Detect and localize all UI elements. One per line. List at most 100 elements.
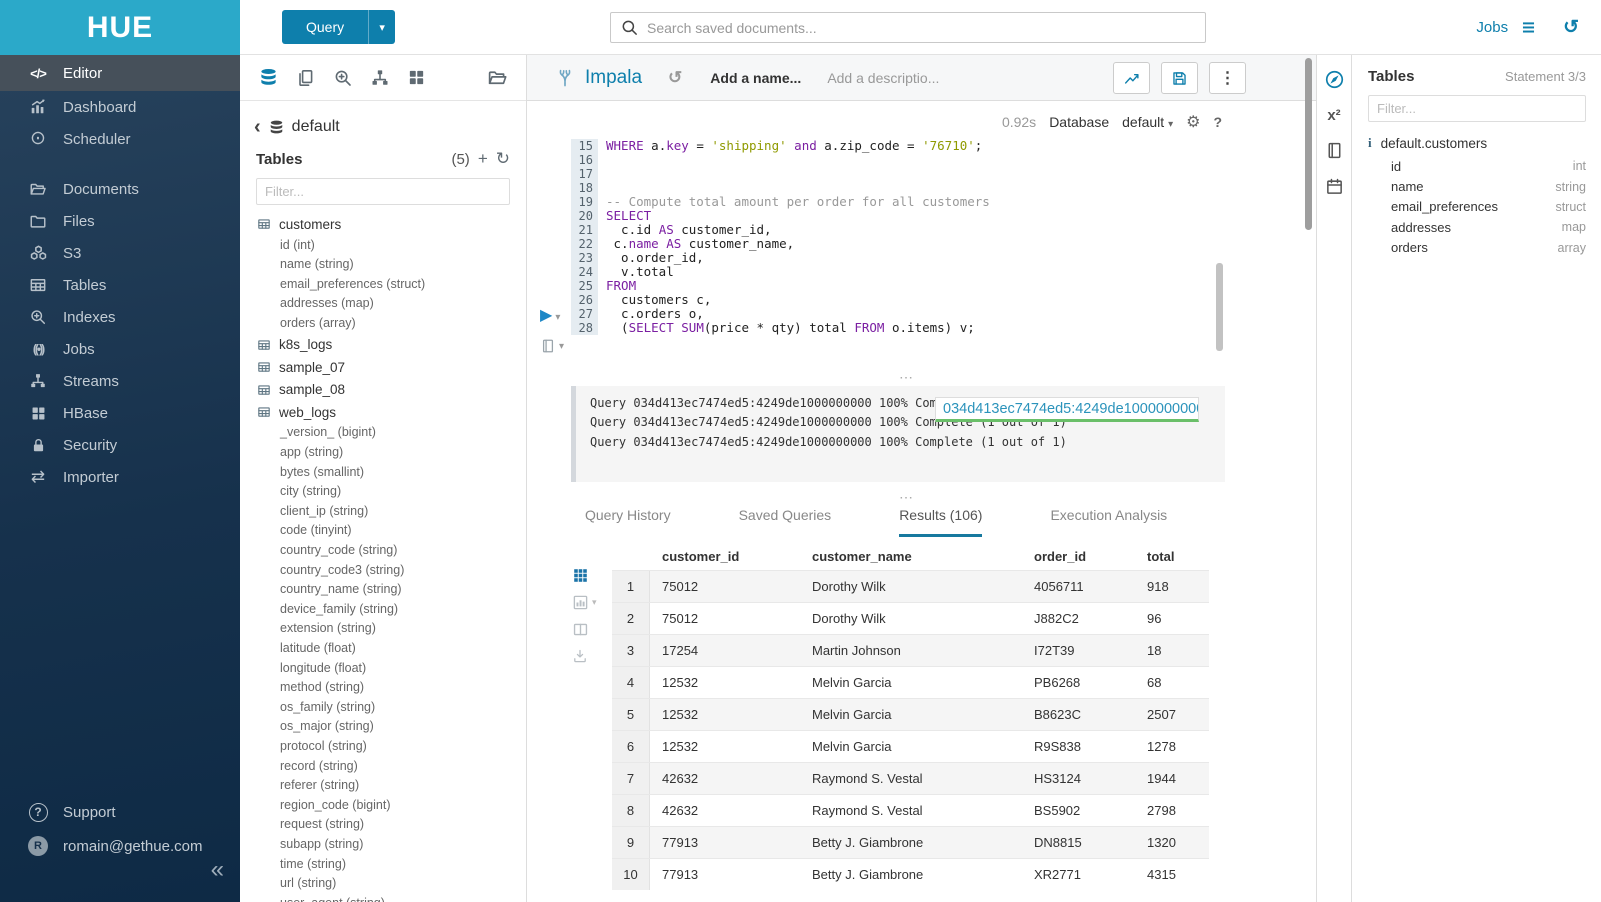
code-line[interactable]: 23 o.order_id, xyxy=(571,251,990,265)
tree-column[interactable]: name (string) xyxy=(280,257,354,272)
database-name[interactable]: default xyxy=(291,118,340,135)
table-row[interactable]: 9 77913 Betty J. Giambrone DN8815 1320 xyxy=(612,826,1209,858)
tree-table-k8s-logs[interactable]: k8s_logs xyxy=(240,333,526,356)
tree-column[interactable]: os_major (string) xyxy=(280,719,374,734)
table-row[interactable]: 7 42632 Raymond S. Vestal HS3124 1944 xyxy=(612,762,1209,794)
language-docs-icon[interactable] xyxy=(1325,141,1344,160)
tree-column[interactable]: email_preferences (struct) xyxy=(280,276,426,291)
reference-caret[interactable]: ▾ xyxy=(559,340,565,352)
sidebar-collapse-button[interactable]: « xyxy=(210,856,224,883)
back-chevron-icon[interactable]: ‹ xyxy=(254,116,261,138)
code-line[interactable]: 16 xyxy=(571,153,990,167)
sidebar-item-scheduler[interactable]: ⊙ Scheduler xyxy=(0,123,240,155)
info-icon[interactable]: i xyxy=(1368,135,1372,150)
tree-column[interactable]: city (string) xyxy=(280,484,342,499)
tab-execution-analysis[interactable]: Execution Analysis xyxy=(1050,507,1168,523)
tree-column[interactable]: bytes (smallint) xyxy=(280,464,365,479)
schedule-icon[interactable] xyxy=(1325,177,1344,196)
tree-table-web-logs[interactable]: web_logs xyxy=(240,401,526,424)
sidebar-item-dashboard[interactable]: Dashboard xyxy=(0,91,240,123)
databases-source-icon[interactable] xyxy=(258,67,279,88)
save-button[interactable] xyxy=(1161,62,1198,94)
tree-column[interactable]: region_code (bigint) xyxy=(280,797,391,812)
main-scrollbar[interactable] xyxy=(1305,58,1312,230)
tree-column[interactable]: longitude (float) xyxy=(280,660,367,675)
download-icon[interactable] xyxy=(572,648,597,664)
table-row[interactable]: 2 75012 Dorothy Wilk J882C2 96 xyxy=(612,602,1209,634)
solr-source-icon[interactable] xyxy=(333,68,353,88)
tree-column[interactable]: app (string) xyxy=(280,445,344,460)
tree-column[interactable]: country_code3 (string) xyxy=(280,562,405,577)
search-input[interactable] xyxy=(610,12,1206,43)
sql-code-editor[interactable]: 15 WHERE a.key = 'shipping' and a.zip_cod… xyxy=(571,139,990,335)
resize-handle[interactable]: ⋯ xyxy=(899,489,914,505)
tree-column[interactable]: client_ip (string) xyxy=(280,503,369,518)
resize-handle[interactable]: ⋯ xyxy=(899,369,914,385)
tree-column[interactable]: device_family (string) xyxy=(280,601,399,616)
query-dropdown-caret[interactable]: ▾ xyxy=(368,10,395,44)
editor-scrollbar[interactable] xyxy=(1216,263,1223,351)
code-line[interactable]: 18 xyxy=(571,181,990,195)
query-description-field[interactable]: Add a descriptio... xyxy=(827,69,940,86)
sidebar-item-support[interactable]: ? Support xyxy=(0,796,240,828)
column-header[interactable]: customer_id xyxy=(662,549,740,564)
history-icon[interactable]: ↺ xyxy=(1563,17,1579,38)
tree-column[interactable]: orders (array) xyxy=(280,315,356,330)
code-line[interactable]: 26 customers c, xyxy=(571,293,990,307)
functions-icon[interactable]: x² xyxy=(1327,107,1341,124)
query-name-field[interactable]: Add a name... xyxy=(710,69,802,86)
code-line[interactable]: 22 c.name AS customer_name, xyxy=(571,237,990,251)
active-table[interactable]: i default.customers xyxy=(1368,135,1586,151)
execute-button[interactable]: ▶ xyxy=(540,307,553,324)
tree-column[interactable]: url (string) xyxy=(280,876,337,891)
tree-column[interactable]: addresses (map) xyxy=(280,296,374,311)
database-selector[interactable]: default ▾ xyxy=(1122,114,1174,130)
column-row[interactable]: orders array xyxy=(1391,238,1586,258)
help-icon[interactable]: ? xyxy=(1213,114,1222,130)
new-query-button-label[interactable]: Query xyxy=(306,19,345,35)
hbase-source-icon[interactable] xyxy=(407,68,426,87)
tree-table-sample-08[interactable]: sample_08 xyxy=(240,378,526,401)
new-query-button[interactable]: Query ▾ xyxy=(282,10,396,44)
code-line[interactable]: 21 c.id AS customer_id, xyxy=(571,223,990,237)
table-row[interactable]: 4 12532 Melvin Garcia PB6268 68 xyxy=(612,666,1209,698)
tree-column[interactable]: code (tinyint) xyxy=(280,523,352,538)
code-line[interactable]: 19 -- Compute total amount per order for … xyxy=(571,195,990,209)
code-line[interactable]: 20 SELECT xyxy=(571,209,990,223)
table-row[interactable]: 5 12532 Melvin Garcia B8623C 2507 xyxy=(612,698,1209,730)
tab-results[interactable]: Results (106) xyxy=(899,507,983,537)
sidebar-item-jobs[interactable]: ((•)) Jobs xyxy=(0,333,240,365)
column-row[interactable]: email_preferences struct xyxy=(1391,197,1586,217)
hue-logo[interactable]: HUE xyxy=(86,10,154,44)
right-filter-input[interactable] xyxy=(1368,95,1586,122)
sidebar-item-documents[interactable]: Documents xyxy=(0,173,240,205)
sidebar-item-tables[interactable]: Tables xyxy=(0,269,240,301)
sidebar-item-hbase[interactable]: HBase xyxy=(0,397,240,429)
tab-saved-queries[interactable]: Saved Queries xyxy=(738,507,832,523)
sidebar-item-files[interactable]: Files xyxy=(0,205,240,237)
tree-table-customers[interactable]: customers xyxy=(240,213,526,236)
open-document-icon[interactable] xyxy=(487,67,508,88)
query-history-icon[interactable]: ↺ xyxy=(668,67,683,87)
chart-button[interactable] xyxy=(1113,62,1150,94)
execute-options-caret[interactable]: ▾ xyxy=(555,312,561,323)
tree-column[interactable]: extension (string) xyxy=(280,621,376,636)
grid-view-icon[interactable] xyxy=(572,567,597,584)
documents-source-icon[interactable] xyxy=(296,68,316,88)
gear-icon[interactable]: ⚙ xyxy=(1186,114,1201,131)
tree-column[interactable]: user_agent (string) xyxy=(240,894,526,902)
code-line[interactable]: 17 xyxy=(571,167,990,181)
code-line[interactable]: 24 v.total xyxy=(571,265,990,279)
table-filter-input[interactable] xyxy=(256,178,510,205)
column-header[interactable]: order_id xyxy=(1034,549,1087,564)
tree-column[interactable]: record (string) xyxy=(280,758,358,773)
jobs-link[interactable]: Jobs xyxy=(1476,19,1509,36)
sidebar-item-editor[interactable]: </> Editor xyxy=(0,55,240,91)
book-icon[interactable] xyxy=(540,337,556,355)
tree-column[interactable]: referer (string) xyxy=(280,778,360,793)
tree-column[interactable]: request (string) xyxy=(280,817,365,832)
column-header[interactable]: customer_name xyxy=(812,549,912,564)
add-table-icon[interactable]: + xyxy=(477,149,488,168)
code-line[interactable]: 28 (SELECT SUM(price * qty) total FROM o… xyxy=(571,321,990,335)
query-id-popover[interactable]: 034d413ec7474ed5:4249de1000000000 xyxy=(935,397,1199,422)
